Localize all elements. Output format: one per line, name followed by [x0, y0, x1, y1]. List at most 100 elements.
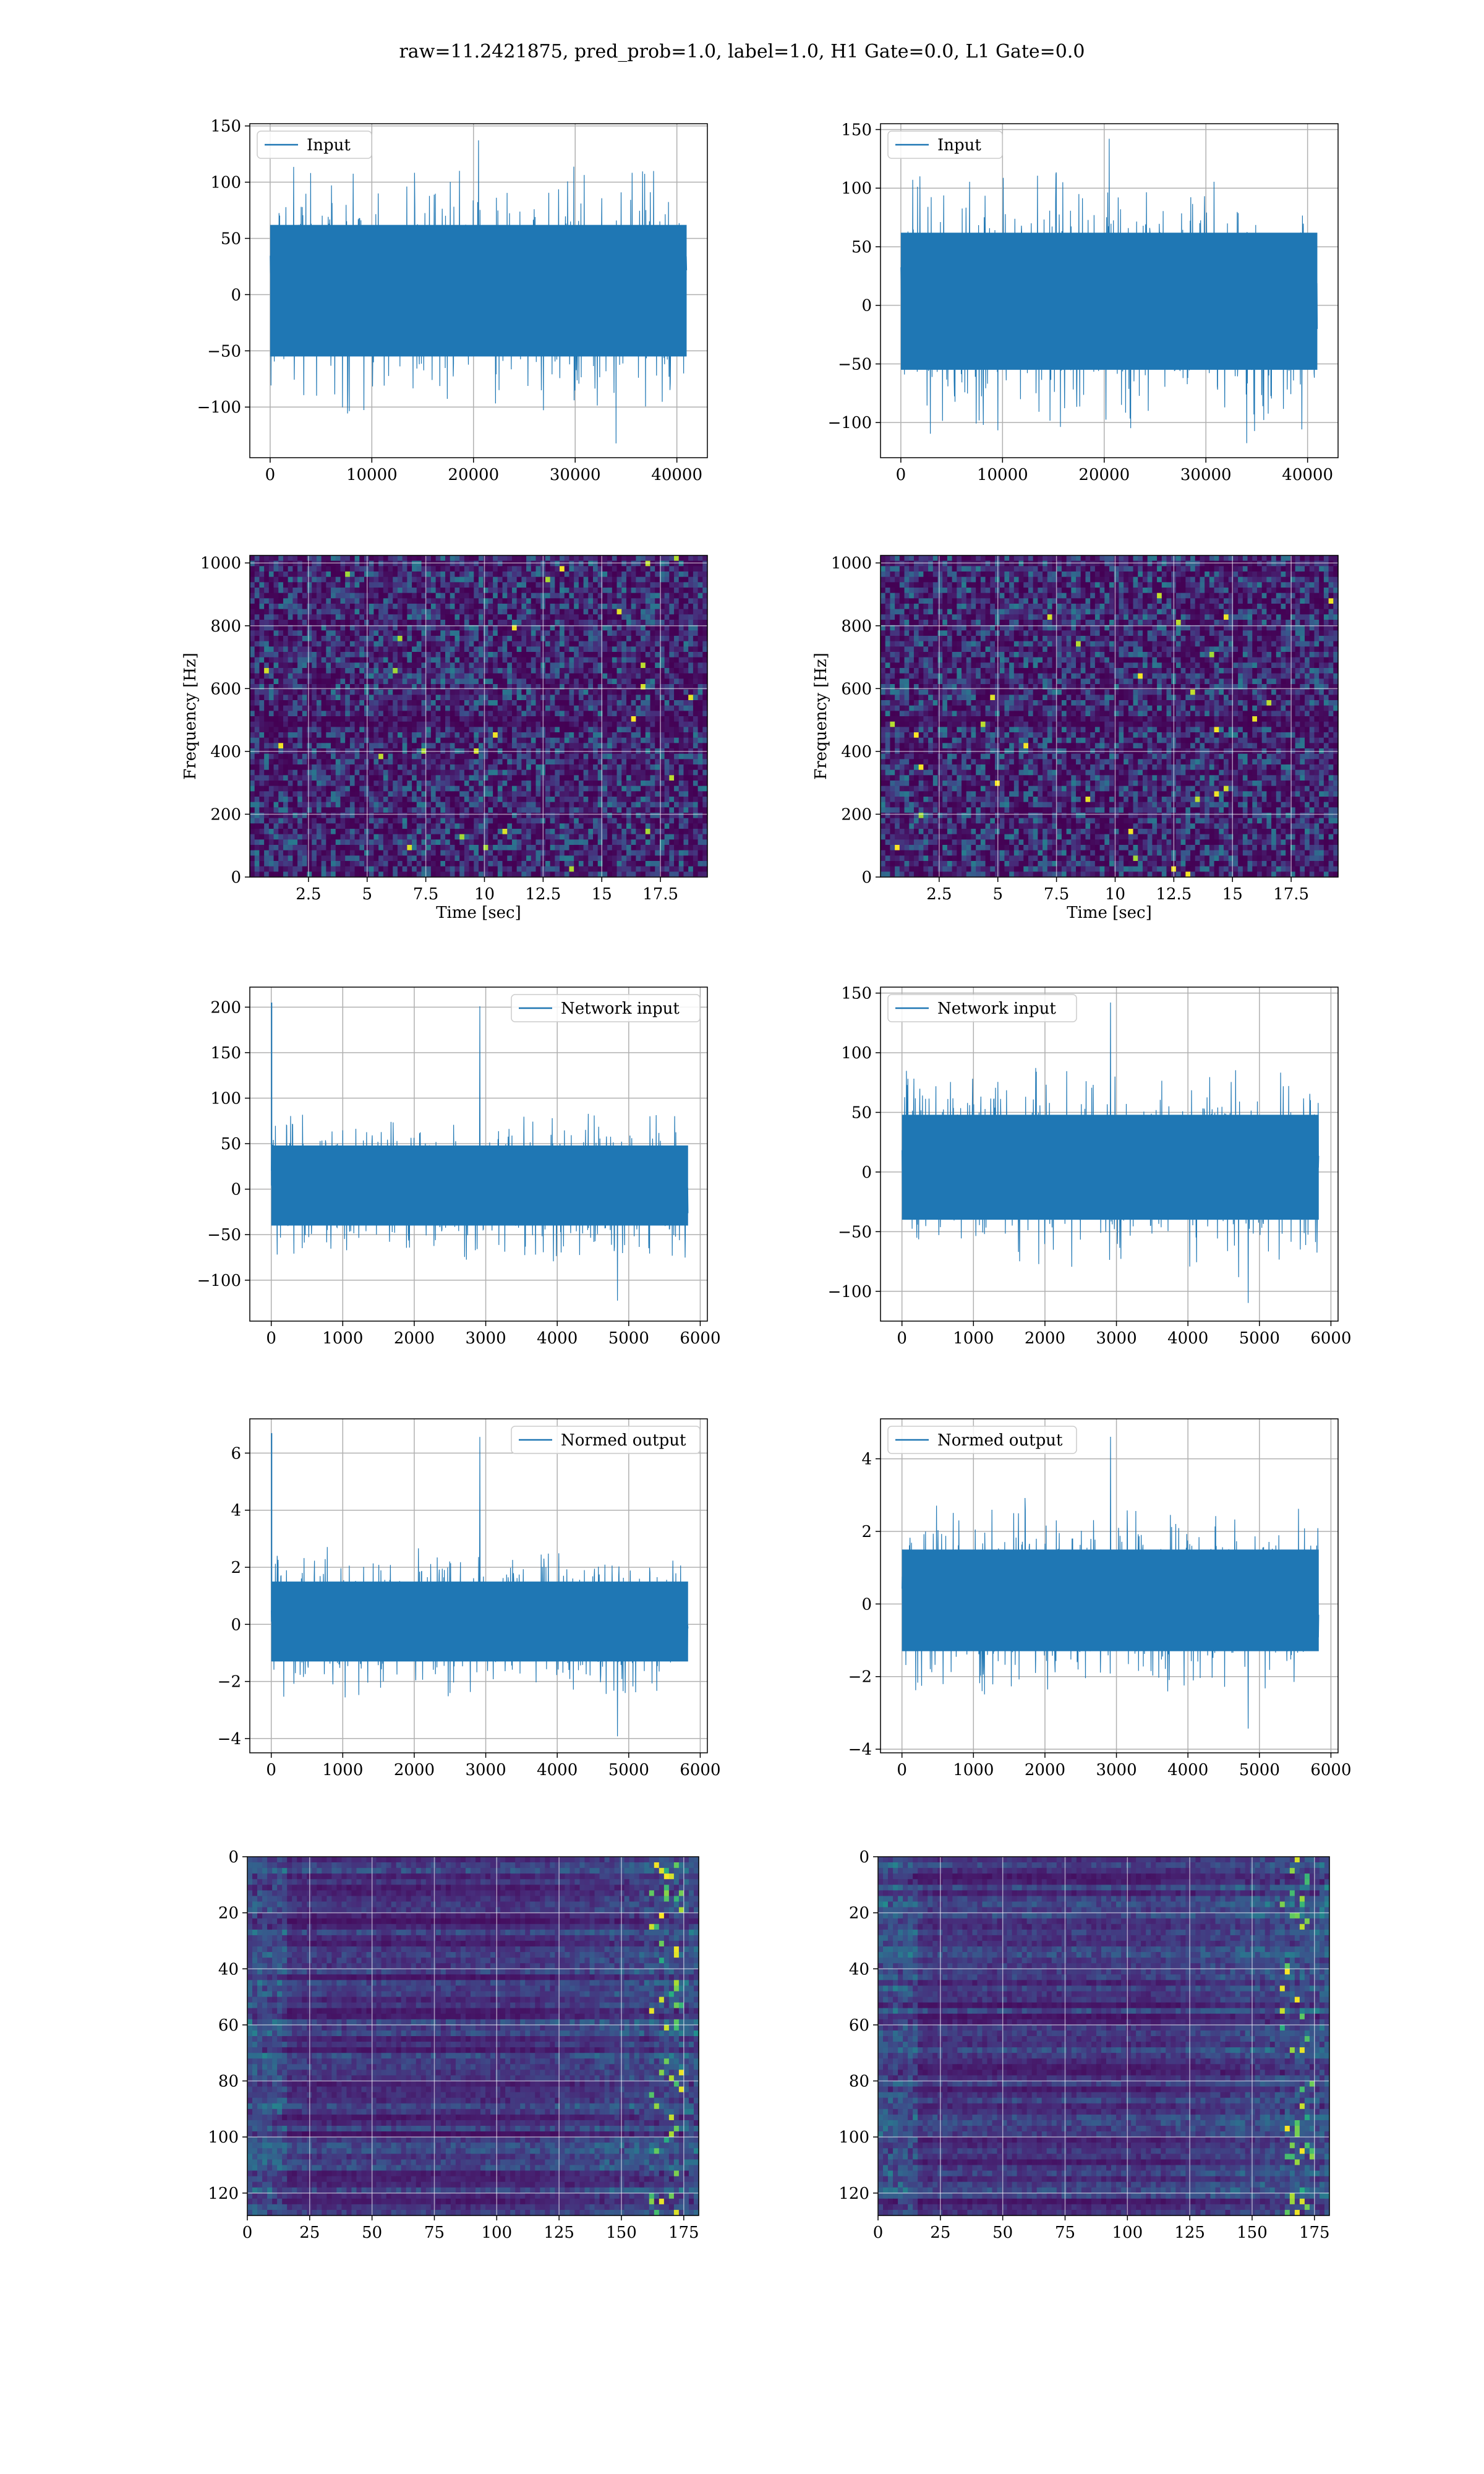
- heatmap-cell: [645, 582, 651, 588]
- heatmap-cell: [678, 598, 684, 604]
- heatmap-cell: [650, 684, 655, 690]
- heatmap-cell: [569, 732, 574, 738]
- heatmap-cell: [397, 609, 403, 615]
- heatmap-cell: [631, 807, 636, 813]
- heatmap-cell: [268, 609, 275, 615]
- heatmap-cell: [678, 743, 684, 749]
- heatmap-cell: [521, 818, 527, 824]
- heatmap-cell: [607, 609, 613, 615]
- heatmap-cell: [626, 695, 632, 701]
- heatmap-cell: [612, 571, 618, 578]
- heatmap-cell: [268, 566, 275, 572]
- heatmap-cell: [507, 721, 513, 727]
- heatmap-cell: [626, 737, 632, 743]
- heatmap-cell: [564, 646, 570, 653]
- heatmap-cell: [669, 625, 675, 631]
- heatmap-cell: [535, 769, 541, 776]
- heatmap-cell: [555, 571, 560, 578]
- heatmap-cell: [574, 588, 579, 594]
- heatmap-cell: [335, 636, 341, 642]
- heatmap-cell: [292, 678, 298, 685]
- heatmap-cell: [655, 598, 660, 604]
- heatmap-cell: [641, 818, 646, 824]
- heatmap-cell: [626, 571, 632, 578]
- heatmap-cell: [688, 721, 694, 727]
- heatmap-cell: [655, 797, 660, 803]
- heatmap-cell: [616, 785, 622, 792]
- heatmap-cell: [445, 657, 451, 663]
- heatmap-cell: [264, 657, 270, 663]
- heatmap-cell: [412, 678, 417, 685]
- heatmap-cell: [560, 609, 565, 615]
- heatmap-cell: [430, 823, 437, 829]
- x-tick-label: 40000: [1282, 466, 1333, 484]
- heatmap-cell: [454, 598, 460, 604]
- heatmap-cell: [297, 785, 303, 792]
- heatmap-cell: [655, 785, 660, 792]
- heatmap-cell: [636, 625, 641, 631]
- heatmap-cell: [373, 818, 379, 824]
- heatmap-cell: [521, 737, 527, 743]
- heatmap-cell: [626, 555, 632, 562]
- heatmap-cell: [511, 797, 518, 803]
- heatmap-cell: [493, 813, 498, 819]
- heatmap-cell: [659, 689, 665, 695]
- heatmap-cell: [574, 604, 579, 610]
- heatmap-cell: [516, 775, 522, 781]
- heatmap-cell: [373, 759, 379, 765]
- heatmap-cell: [288, 807, 293, 813]
- heatmap-cell: [550, 721, 555, 727]
- heatmap-cell: [702, 818, 708, 824]
- heatmap-cell: [693, 646, 699, 653]
- heatmap-cell: [545, 700, 551, 706]
- heatmap-cell: [697, 695, 703, 701]
- heatmap-cell: [321, 684, 326, 690]
- heatmap-cell: [283, 732, 289, 738]
- heatmap-cell: [616, 775, 622, 781]
- heatmap-cell: [397, 791, 403, 797]
- heatmap-cell: [578, 630, 584, 636]
- heatmap-cell: [373, 560, 379, 567]
- heatmap-cell: [416, 668, 422, 674]
- heatmap-cell: [297, 732, 303, 738]
- heatmap-cell: [373, 609, 379, 615]
- heatmap-cell: [264, 705, 270, 711]
- heatmap-cell: [616, 673, 622, 679]
- heatmap-cell: [483, 759, 489, 765]
- heatmap-cell: [569, 797, 574, 803]
- heatmap-cell: [430, 630, 437, 636]
- heatmap-cell: [636, 604, 641, 610]
- heatmap-cell: [464, 791, 470, 797]
- heatmap-cell: [373, 604, 379, 610]
- heatmap-cell: [335, 737, 341, 743]
- heatmap-cell: [393, 560, 398, 567]
- heatmap-cell: [264, 764, 270, 771]
- heatmap-cell: [292, 609, 298, 615]
- heatmap-cell: [531, 727, 537, 733]
- heatmap-cell: [636, 705, 641, 711]
- heatmap-cell: [359, 743, 365, 749]
- heatmap-cell: [545, 753, 551, 760]
- heatmap-cell: [288, 689, 293, 695]
- heatmap-cell: [593, 785, 599, 792]
- heatmap-cell: [345, 807, 351, 813]
- heatmap-cell: [650, 673, 655, 679]
- heatmap-cell: [278, 588, 284, 594]
- heatmap-cell: [483, 588, 489, 594]
- heatmap-cell: [550, 711, 555, 717]
- heatmap-cell: [636, 785, 641, 792]
- heatmap-cell: [378, 711, 384, 717]
- heatmap-cell: [488, 781, 493, 787]
- heatmap-cell: [645, 609, 651, 615]
- heatmap-cell: [602, 743, 608, 749]
- heatmap-cell: [507, 598, 513, 604]
- heatmap-cell: [664, 807, 670, 813]
- heatmap-cell: [359, 791, 365, 797]
- heatmap-cell: [674, 555, 680, 562]
- heatmap-cell: [283, 759, 289, 765]
- heatmap-cell: [430, 695, 437, 701]
- heatmap-cell: [636, 818, 641, 824]
- heatmap-cell: [292, 689, 298, 695]
- heatmap-cell: [435, 684, 441, 690]
- heatmap-cell: [331, 604, 336, 610]
